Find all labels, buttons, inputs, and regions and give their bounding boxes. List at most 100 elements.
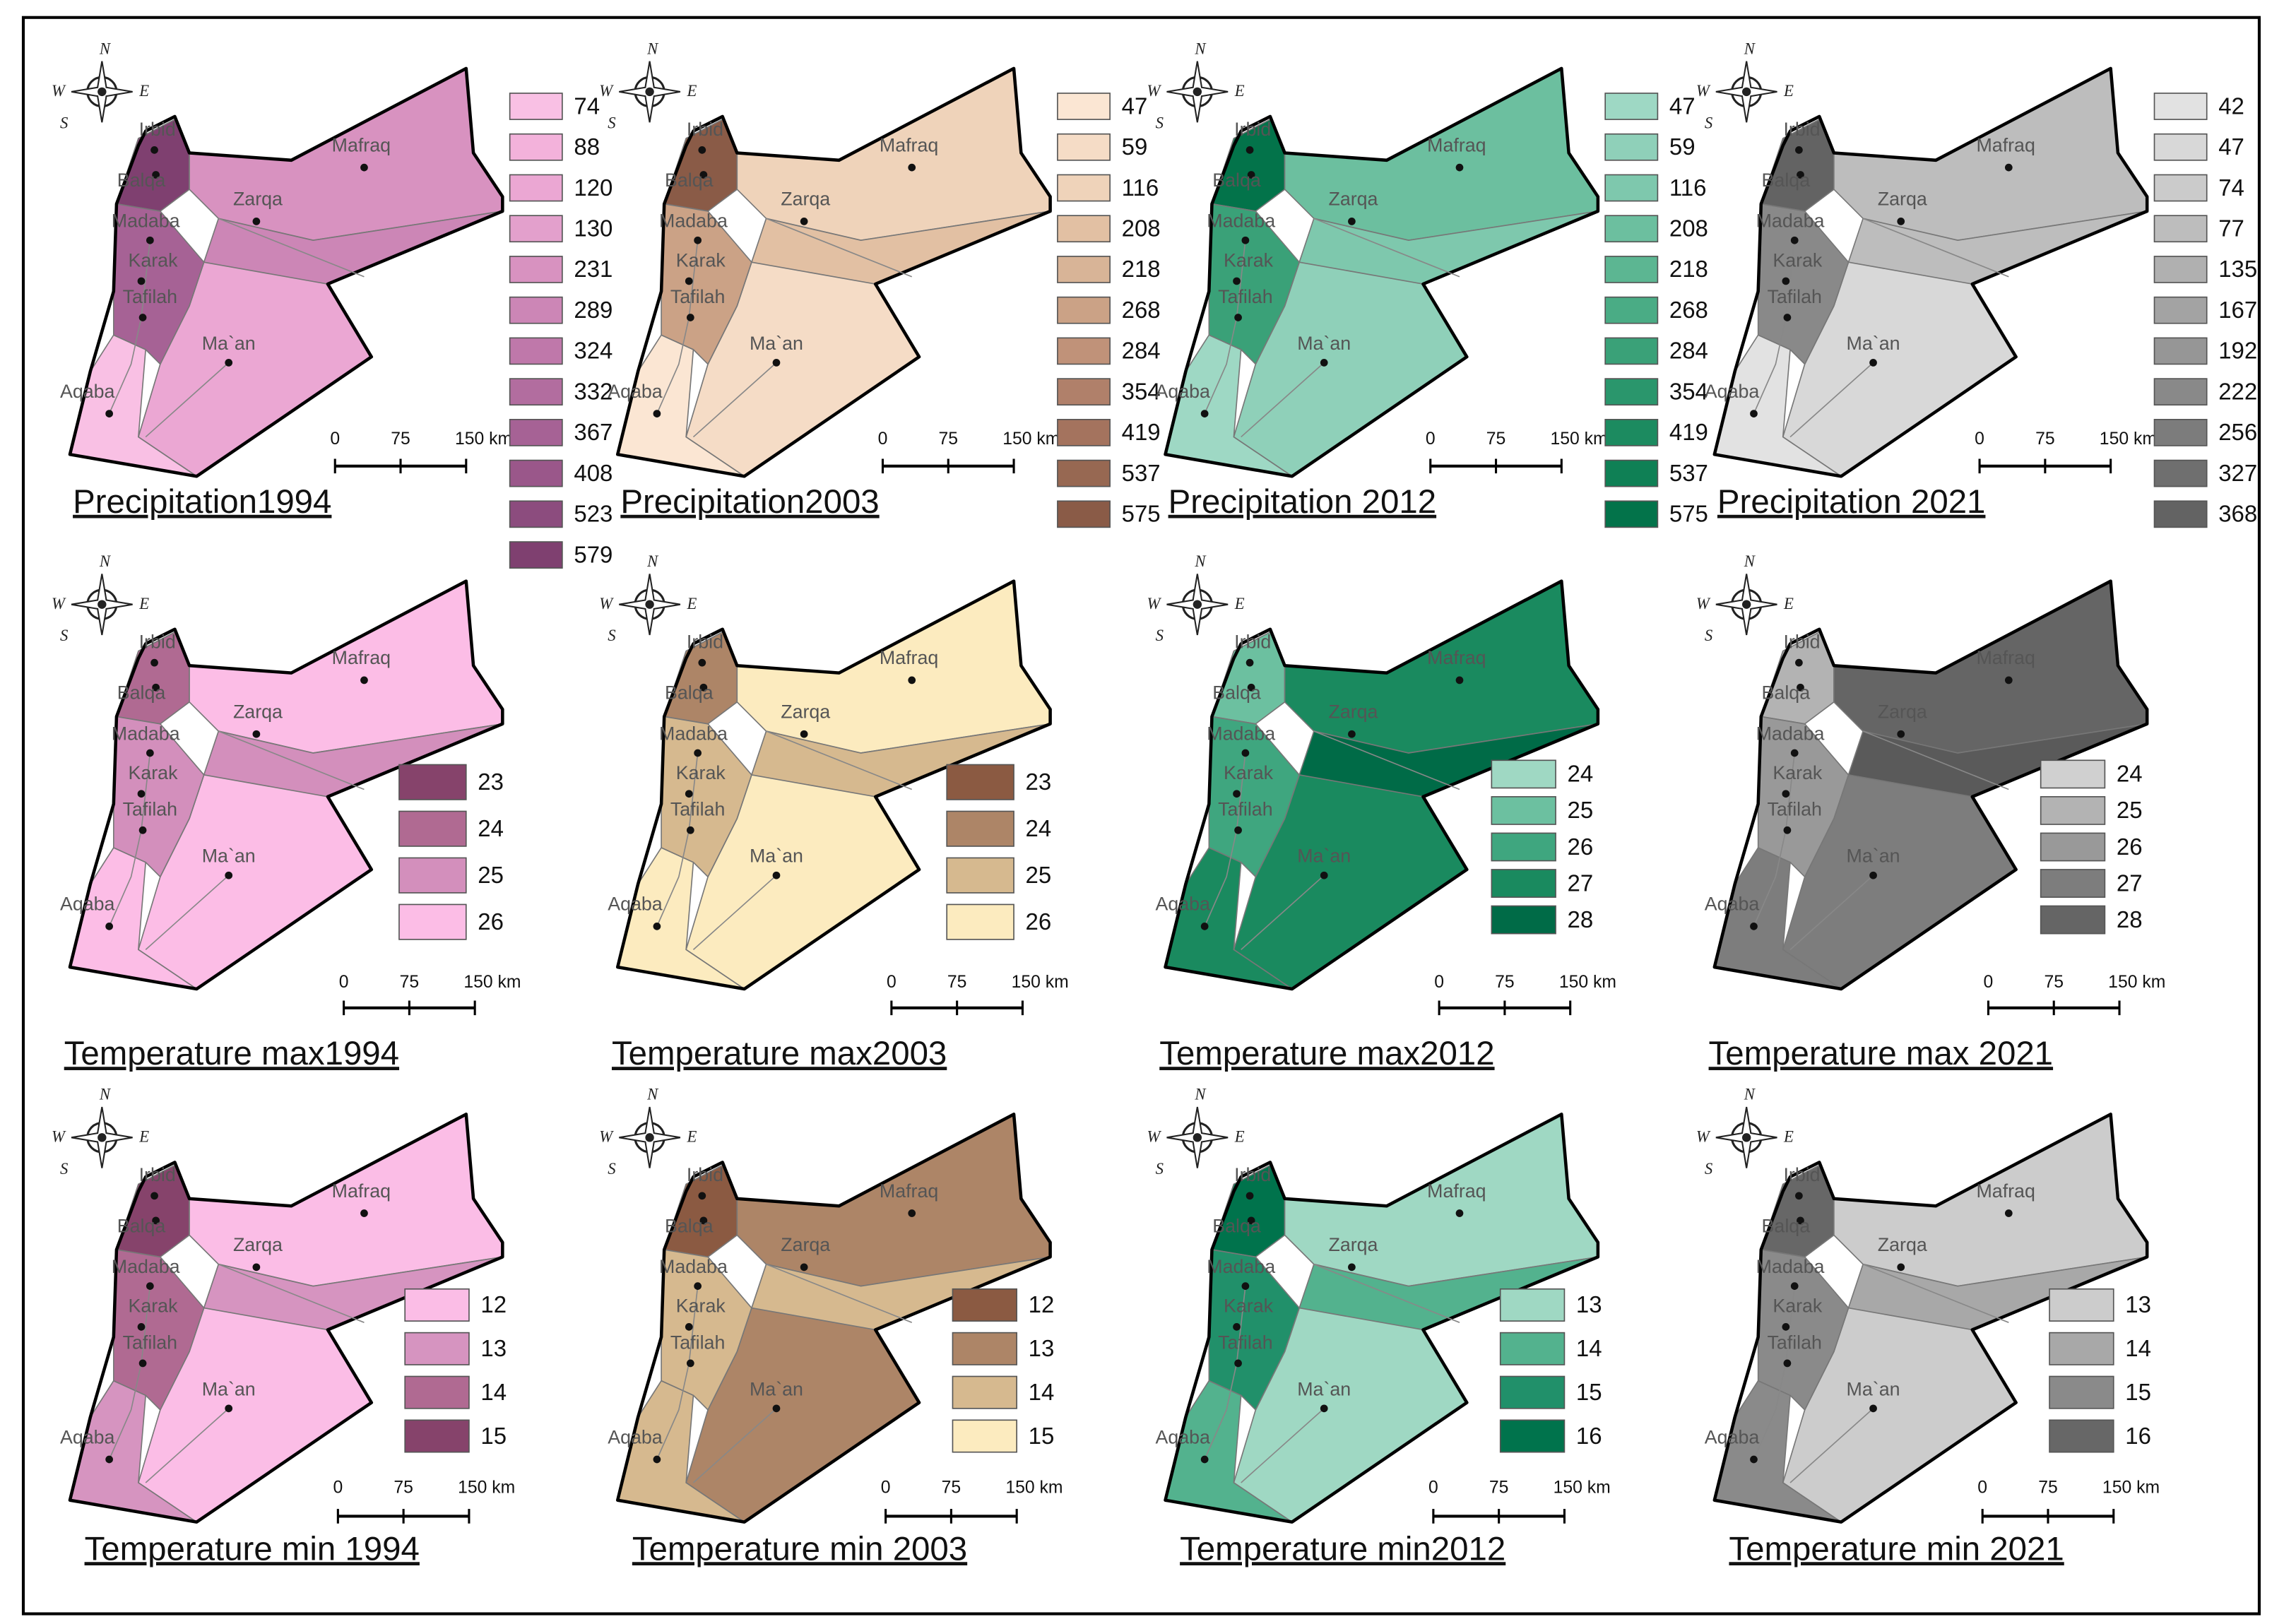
scale-label: 0 [881, 1478, 891, 1497]
city-dot [1320, 1404, 1328, 1413]
road [1753, 218, 2009, 438]
city-dot [150, 146, 158, 154]
panel: Irbid Mafraq Balqa Zarqa Madaba Karak Tafilah M… [1147, 40, 1708, 528]
city-dot [653, 410, 661, 417]
city-label: Zarqa [781, 701, 830, 723]
city-label: Karak [676, 1296, 726, 1317]
legend-swatch [1499, 1288, 1566, 1322]
city-dot [138, 314, 147, 321]
city-label: Karak [1773, 762, 1823, 783]
legend-label: 419 [1669, 419, 1708, 445]
city-dot [685, 277, 693, 285]
city-label: Karak [1773, 249, 1823, 271]
city-dot [908, 1209, 916, 1217]
city-label: Madaba [1756, 1256, 1825, 1277]
legend-swatch [2153, 459, 2208, 487]
city-label: Mafraq [1427, 1180, 1486, 1202]
compass-letter: E [1234, 1128, 1245, 1146]
legend-label: 24 [1026, 815, 1052, 841]
city-label: Tafilah [123, 1332, 177, 1353]
city-label: Balqa [1212, 170, 1261, 191]
city-dot [152, 171, 160, 179]
legend-swatch [2153, 93, 2208, 120]
region [113, 203, 205, 365]
compass-letter: N [1744, 552, 1756, 570]
legend-swatch [509, 378, 563, 406]
region [661, 716, 752, 878]
scale-label: 150 km [2102, 1478, 2160, 1497]
city-dot [1750, 410, 1758, 417]
city-dot [1797, 171, 1804, 179]
legend-swatch [1604, 174, 1659, 202]
panel-title: Temperature min2012 [1180, 1530, 1505, 1567]
city-label: Tafilah [123, 286, 177, 307]
compass-letter: N [1194, 40, 1207, 57]
road [1204, 1263, 1460, 1483]
city-label: Irbid [139, 632, 176, 653]
legend-label: 28 [2117, 906, 2143, 932]
city-label: Ma`an [1847, 846, 1900, 867]
compass-letter: E [1234, 595, 1245, 612]
legend-swatch [952, 1419, 1018, 1453]
city-label: Tafilah [1218, 1332, 1272, 1353]
panel: Irbid Mafraq Balqa Zarqa Madaba Karak Tafilah M… [599, 1086, 1063, 1568]
legend-swatch [2049, 1419, 2114, 1453]
legend-swatch [952, 1375, 1018, 1409]
legend-label: 354 [1122, 378, 1161, 404]
compass-letter: S [60, 114, 68, 131]
city-label: Zarqa [781, 1234, 830, 1255]
city-label: Karak [1224, 249, 1274, 271]
city-dot [1247, 1216, 1255, 1225]
city-dot [1241, 236, 1250, 244]
panel: Irbid Mafraq Balqa Zarqa Madaba Karak Tafilah M… [1147, 1086, 1611, 1568]
legend-swatch [1604, 378, 1659, 406]
legend-label: 120 [574, 174, 613, 201]
compass-letter: W [1696, 595, 1711, 612]
compass-letter: W [599, 82, 614, 100]
city-label: Aqaba [60, 1426, 115, 1447]
legend-swatch [1604, 500, 1659, 528]
legend-swatch [509, 500, 563, 528]
city-label: Ma`an [1297, 1378, 1351, 1399]
city-dot [360, 163, 368, 172]
city-dot [1790, 1282, 1799, 1290]
city-dot [146, 236, 154, 244]
city-label: Mafraq [1976, 1180, 2035, 1202]
city-label: Irbid [1783, 1164, 1820, 1185]
legend-swatch [946, 764, 1014, 800]
city-dot [152, 1216, 160, 1225]
compass-letter: S [608, 1160, 615, 1178]
compass-letter: W [52, 595, 66, 612]
legend-swatch [509, 337, 563, 365]
legend-swatch [404, 1375, 470, 1409]
legend-swatch [398, 857, 467, 894]
legend-label: 284 [1669, 338, 1708, 364]
compass-letter: N [99, 552, 112, 570]
city-dot [698, 146, 706, 154]
panel: Irbid Mafraq Balqa Zarqa Madaba Karak Tafilah M… [1696, 552, 2165, 1072]
compass-center [97, 1133, 107, 1142]
scale-label: 0 [1977, 1478, 1987, 1497]
legend-label: 130 [574, 215, 613, 242]
legend-swatch [2153, 174, 2208, 202]
scale-label: 75 [400, 973, 420, 992]
panel-title: Precipitation 2021 [1717, 483, 1986, 521]
city-label: Karak [128, 249, 178, 271]
legend-label: 12 [480, 1291, 507, 1317]
legend-swatch [946, 857, 1014, 894]
city-label: Aqaba [1705, 894, 1760, 915]
legend-label: 284 [1122, 338, 1161, 364]
legend-label: 59 [1122, 134, 1148, 160]
panel: Irbid Mafraq Balqa Zarqa Madaba Karak Tafilah M… [1696, 40, 2257, 528]
city-dot [800, 730, 808, 738]
city-label: Irbid [687, 1164, 723, 1185]
city-dot [137, 277, 146, 285]
city-dot [2004, 163, 2013, 172]
legend-label: 24 [478, 815, 504, 841]
compass-letter: W [52, 82, 66, 100]
city-dot [1797, 683, 1804, 692]
legend-label: 26 [1568, 834, 1594, 860]
legend-label: 579 [574, 541, 613, 567]
city-label: Mafraq [1427, 647, 1486, 668]
